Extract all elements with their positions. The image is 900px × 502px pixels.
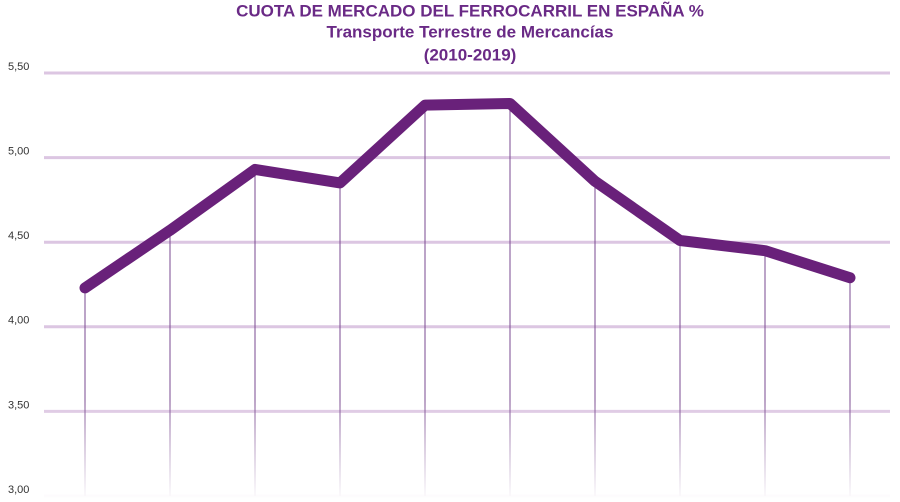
y-tick-label: 3,50 <box>8 399 29 411</box>
chart-subtitle: Transporte Terrestre de Mercancías <box>327 22 614 41</box>
chart-period: (2010-2019) <box>424 45 517 64</box>
plot <box>79 97 856 294</box>
y-tick-label: 4,00 <box>8 315 29 327</box>
data-line <box>79 97 856 294</box>
y-tick-label: 4,50 <box>8 230 29 242</box>
fade-overlay <box>40 400 900 502</box>
y-tick-label: 5,00 <box>8 146 29 158</box>
y-tick-label: 3,00 <box>8 484 29 496</box>
chart-title: CUOTA DE MERCADO DEL FERROCARRIL EN ESPA… <box>236 0 704 20</box>
y-tick-label: 5,50 <box>8 61 29 73</box>
